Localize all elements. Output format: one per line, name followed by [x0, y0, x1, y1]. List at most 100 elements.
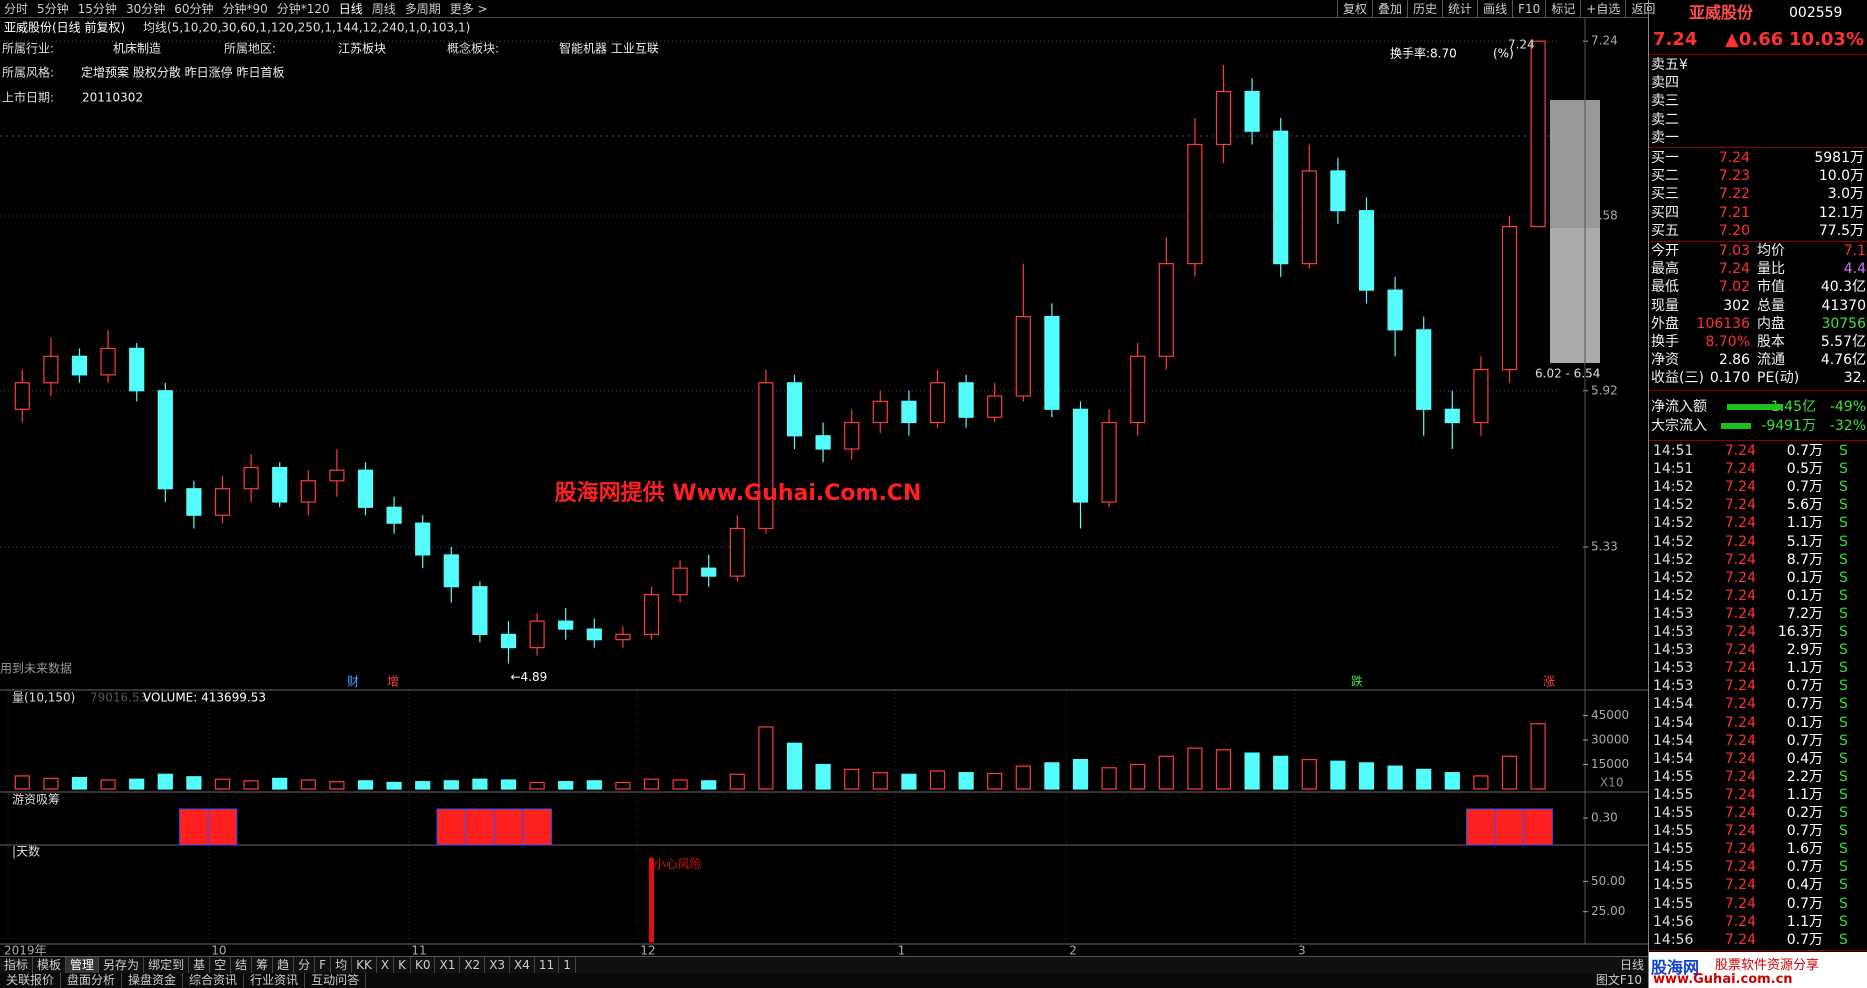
period-tab[interactable]: 更多 >: [449, 2, 488, 16]
quote-cell: 7.24: [1724, 786, 1756, 803]
volume-bar: [1301, 758, 1317, 790]
quote-row: 14:55 7.24 0.2万 S: [1649, 804, 1867, 822]
indicator-tab[interactable]: F: [315, 957, 332, 974]
indicator-tab[interactable]: 另存为: [99, 957, 145, 974]
volume-bar: [844, 768, 860, 790]
indicator-tab[interactable]: 基: [189, 957, 211, 974]
info-link[interactable]: 行业资讯: [244, 973, 306, 988]
quote-cell: 0.7万: [1786, 732, 1823, 749]
quote-cell: 14:54: [1653, 750, 1694, 767]
candle-body: [43, 355, 59, 384]
info-value: 智能机器 工业互联: [559, 41, 659, 56]
quote-row: 卖一: [1649, 129, 1867, 147]
indicator-bar: [1494, 808, 1525, 846]
quote-cell: 7.24: [1724, 660, 1756, 677]
period-tab[interactable]: 分时: [4, 2, 29, 16]
indicator-tab[interactable]: 空: [210, 957, 232, 974]
quote-cell: 7.24: [1724, 515, 1756, 532]
indicator-tab[interactable]: X3: [485, 957, 511, 974]
quote-row: 14:54 7.24 0.7万 S: [1649, 732, 1867, 750]
candle-body: [1501, 225, 1518, 371]
quote-row: 14:53 7.24 1.1万 S: [1649, 659, 1867, 677]
indicator-tab[interactable]: 均: [331, 957, 353, 974]
indicator-tab[interactable]: 1: [559, 957, 576, 974]
quote-cell: 4.76亿: [1820, 352, 1866, 369]
indicator-tab[interactable]: 绑定到: [144, 957, 190, 974]
quote-cell: 7.02: [1718, 279, 1750, 296]
tool-button[interactable]: 标记: [1545, 0, 1580, 18]
quote-row: 14:56 7.24 0.7万 S: [1649, 931, 1867, 949]
tool-button[interactable]: 复权: [1337, 0, 1372, 18]
period-tab[interactable]: 60分钟: [174, 2, 214, 16]
info-label: 上市日期:: [2, 90, 54, 105]
quote-cell: 1.6万: [1786, 841, 1823, 858]
period-tab[interactable]: 多周期: [404, 2, 441, 16]
info-link[interactable]: 综合资讯: [183, 973, 245, 988]
indicator-tab[interactable]: K0: [411, 957, 436, 974]
period-tab[interactable]: 日线: [338, 2, 363, 16]
indicator-tab[interactable]: 趋: [273, 957, 295, 974]
indicator-tab[interactable]: K: [394, 957, 411, 974]
period-tab[interactable]: 分钟*120: [276, 2, 330, 16]
tool-button[interactable]: 历史: [1407, 0, 1442, 18]
quote-cell: 14:54: [1653, 732, 1694, 749]
indicator-tab[interactable]: 分: [294, 957, 316, 974]
y-tick-label: 50.00: [1591, 874, 1625, 888]
tool-button[interactable]: 画线: [1477, 0, 1512, 18]
quote-cell: 7.20: [1718, 222, 1750, 239]
event-marker: 增: [387, 675, 399, 689]
period-tab[interactable]: 分钟*90: [222, 2, 268, 16]
quote-cell: 14:51: [1653, 443, 1694, 459]
quote-cell: S: [1839, 461, 1848, 478]
info-link[interactable]: 操盘资金: [122, 973, 184, 988]
quote-row: 买一 7.24 5981万: [1649, 149, 1867, 167]
indicator-tab[interactable]: X2: [460, 957, 486, 974]
top-price-label: 7.24: [1508, 38, 1535, 52]
quote-cell: 7.24: [1724, 931, 1756, 948]
quote-cell: 7.24: [1724, 841, 1756, 858]
x-tick-label: 2: [1069, 944, 1077, 958]
indicator-tab[interactable]: X4: [510, 957, 535, 974]
volume-bar: [529, 781, 545, 790]
period-tab[interactable]: 5分钟: [37, 2, 69, 16]
indicator-tab[interactable]: X1: [435, 957, 461, 974]
candle-body: [586, 628, 602, 641]
indicator-tab[interactable]: 结: [231, 957, 253, 974]
indicator-tab[interactable]: 指标: [0, 957, 34, 974]
tool-button[interactable]: F10: [1512, 0, 1545, 18]
quote-cell: 14:51: [1653, 461, 1694, 478]
tool-button[interactable]: 统计: [1442, 0, 1477, 18]
period-tab[interactable]: 周线: [371, 2, 396, 16]
candle-body: [415, 522, 431, 556]
quote-cell: S: [1839, 786, 1848, 803]
quote-cell: 77.5万: [1818, 222, 1864, 239]
period-tab[interactable]: 30分钟: [125, 2, 166, 16]
indicator-tab[interactable]: 管理: [66, 957, 100, 974]
indicator-tab[interactable]: X: [377, 957, 395, 974]
quote-cell: 7.23: [1718, 168, 1750, 185]
f10-link[interactable]: 图文F10: [1595, 973, 1642, 987]
info-link[interactable]: 互动问答: [305, 973, 367, 988]
indicator-tabs: 指标 模板 管理 另存为 绑定到基空结筹趋分 F 均 KK X K K0 X1 X2 X3 X4 11 1 日线: [0, 956, 1648, 974]
quote-row: 14:55 7.24 0.7万 S: [1649, 822, 1867, 840]
tool-button[interactable]: +自选: [1580, 0, 1625, 18]
candle-body: [214, 488, 231, 516]
info-link[interactable]: 盘面分析: [61, 973, 123, 988]
quote-cell: 14:53: [1653, 605, 1694, 622]
tool-button[interactable]: 返回: [1625, 0, 1660, 18]
tool-button[interactable]: 叠加: [1372, 0, 1407, 18]
info-link[interactable]: 关联报价: [0, 973, 62, 988]
candle-body: [1358, 210, 1375, 291]
period-tab[interactable]: 15分钟: [77, 2, 117, 16]
indicator-tab[interactable]: 11: [535, 957, 560, 974]
quote-cell: 0.5万: [1786, 461, 1823, 478]
quote-cell: 12.1万: [1818, 204, 1864, 221]
indicator-tab[interactable]: KK: [352, 957, 377, 974]
volume-bar: [300, 779, 316, 790]
candle-body: [1273, 130, 1289, 265]
indicator-tab[interactable]: 模板: [33, 957, 67, 974]
candle-body: [872, 400, 888, 424]
quote-cell: S: [1839, 678, 1848, 695]
quote-cell: 7.24: [1724, 823, 1756, 840]
indicator-tab[interactable]: 筹: [252, 957, 274, 974]
